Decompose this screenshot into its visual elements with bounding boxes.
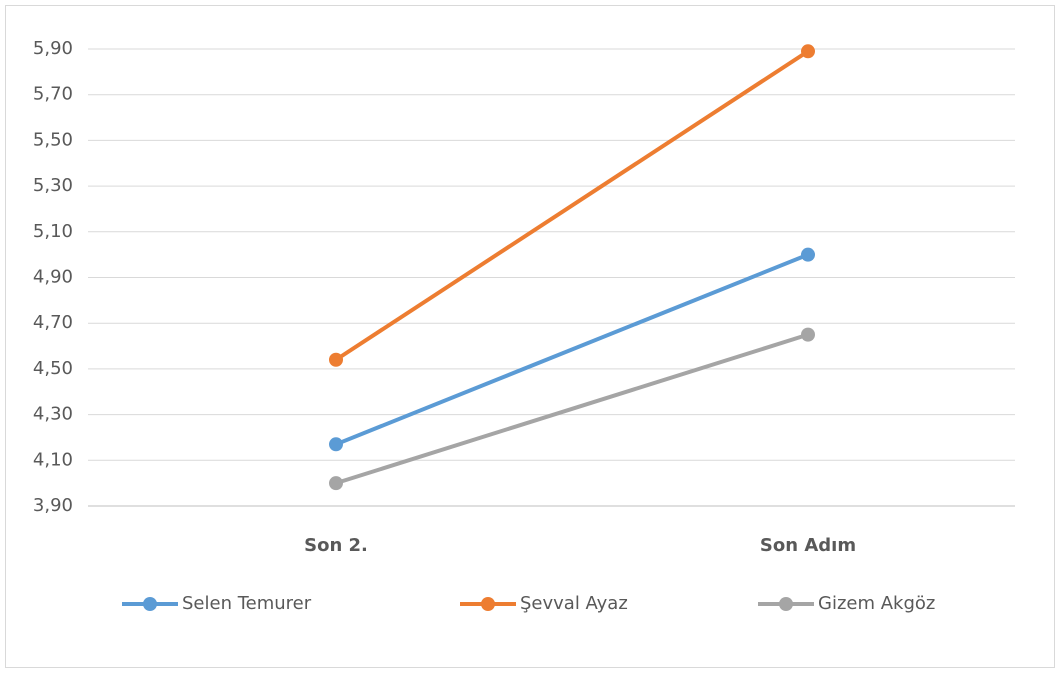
legend-label: Şevval Ayaz	[520, 593, 628, 614]
chart-frame	[5, 5, 1055, 668]
y-tick-label: 5,10	[33, 221, 73, 242]
point	[801, 327, 815, 342]
point	[329, 476, 343, 491]
legend-marker	[143, 597, 157, 611]
legend-marker	[779, 597, 793, 611]
series-line	[335, 252, 809, 447]
y-tick-label: 5,70	[33, 84, 73, 105]
series-line	[334, 49, 810, 362]
point	[329, 352, 343, 367]
point	[329, 437, 343, 452]
point	[801, 247, 815, 262]
x-tick-label: Son 2.	[304, 535, 368, 556]
y-tick-label: 5,50	[33, 129, 73, 150]
y-tick-label: 4,70	[33, 312, 73, 333]
y-tick-label: 4,10	[33, 449, 73, 470]
y-tick-label: 5,30	[33, 175, 73, 196]
y-tick-label: 4,50	[33, 358, 73, 379]
legend-marker	[481, 597, 495, 611]
y-tick-label: 4,30	[33, 404, 73, 425]
x-tick-label: Son Adım	[760, 535, 856, 556]
y-tick-label: 4,90	[33, 267, 73, 288]
y-tick-label: 3,90	[33, 495, 73, 516]
series-line	[335, 332, 809, 486]
legend-box	[32, 580, 1030, 627]
point	[801, 44, 815, 59]
legend-label: Selen Temurer	[182, 593, 312, 614]
y-tick-label: 5,90	[33, 38, 73, 59]
legend-label: Gizem Akgöz	[818, 593, 935, 614]
